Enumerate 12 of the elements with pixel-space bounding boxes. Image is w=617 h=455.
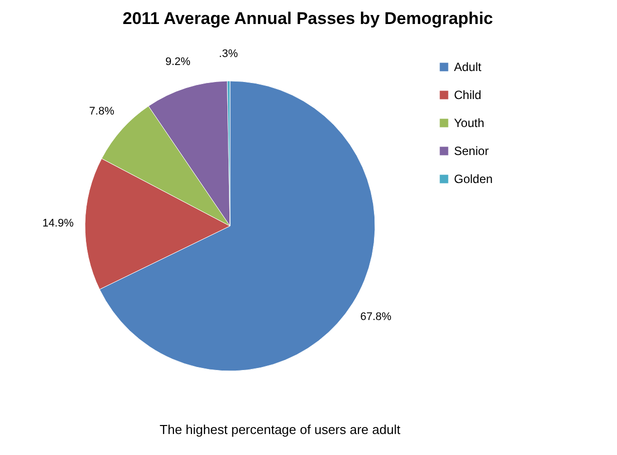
- chart-title: 2011 Average Annual Passes by Demographic: [122, 9, 493, 28]
- legend-label: Youth: [454, 116, 484, 130]
- text: The highest percentage of users are adult: [158, 422, 402, 437]
- legend-label: Child: [454, 88, 482, 102]
- legend-label: Adult: [454, 60, 482, 74]
- data-label: 67.8%: [360, 311, 392, 324]
- legend-label: Golden: [454, 172, 493, 186]
- data-label: .3%: [218, 48, 238, 60]
- data-label: 14.9%: [42, 217, 74, 230]
- legend-label: Senior: [454, 144, 489, 158]
- data-label: 7.8%: [89, 105, 114, 118]
- data-label: 9.2%: [165, 56, 191, 68]
